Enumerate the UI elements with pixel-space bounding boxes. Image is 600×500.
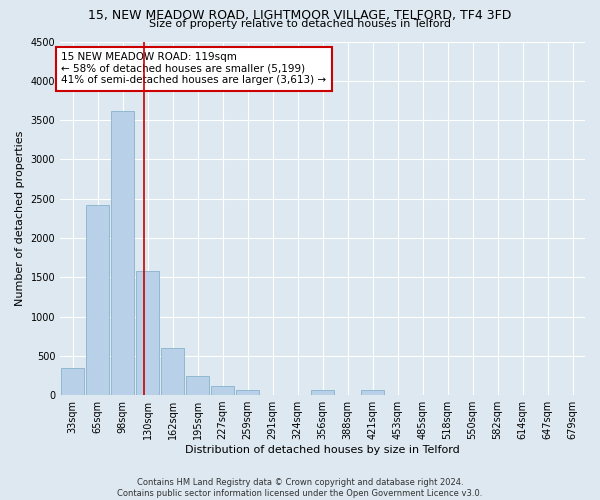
Bar [136, 271, 159, 395]
Bar [86, 205, 109, 395]
Bar [161, 348, 184, 395]
Bar [211, 386, 234, 395]
Bar [361, 390, 384, 395]
Text: Contains HM Land Registry data © Crown copyright and database right 2024.
Contai: Contains HM Land Registry data © Crown c… [118, 478, 482, 498]
Text: Size of property relative to detached houses in Telford: Size of property relative to detached ho… [149, 19, 451, 29]
Bar [236, 390, 259, 395]
Bar [112, 110, 134, 395]
Text: 15, NEW MEADOW ROAD, LIGHTMOOR VILLAGE, TELFORD, TF4 3FD: 15, NEW MEADOW ROAD, LIGHTMOOR VILLAGE, … [88, 9, 512, 22]
Y-axis label: Number of detached properties: Number of detached properties [15, 130, 25, 306]
Bar [61, 368, 84, 395]
X-axis label: Distribution of detached houses by size in Telford: Distribution of detached houses by size … [185, 445, 460, 455]
Text: 15 NEW MEADOW ROAD: 119sqm
← 58% of detached houses are smaller (5,199)
41% of s: 15 NEW MEADOW ROAD: 119sqm ← 58% of deta… [61, 52, 326, 86]
Bar [311, 390, 334, 395]
Bar [187, 376, 209, 395]
